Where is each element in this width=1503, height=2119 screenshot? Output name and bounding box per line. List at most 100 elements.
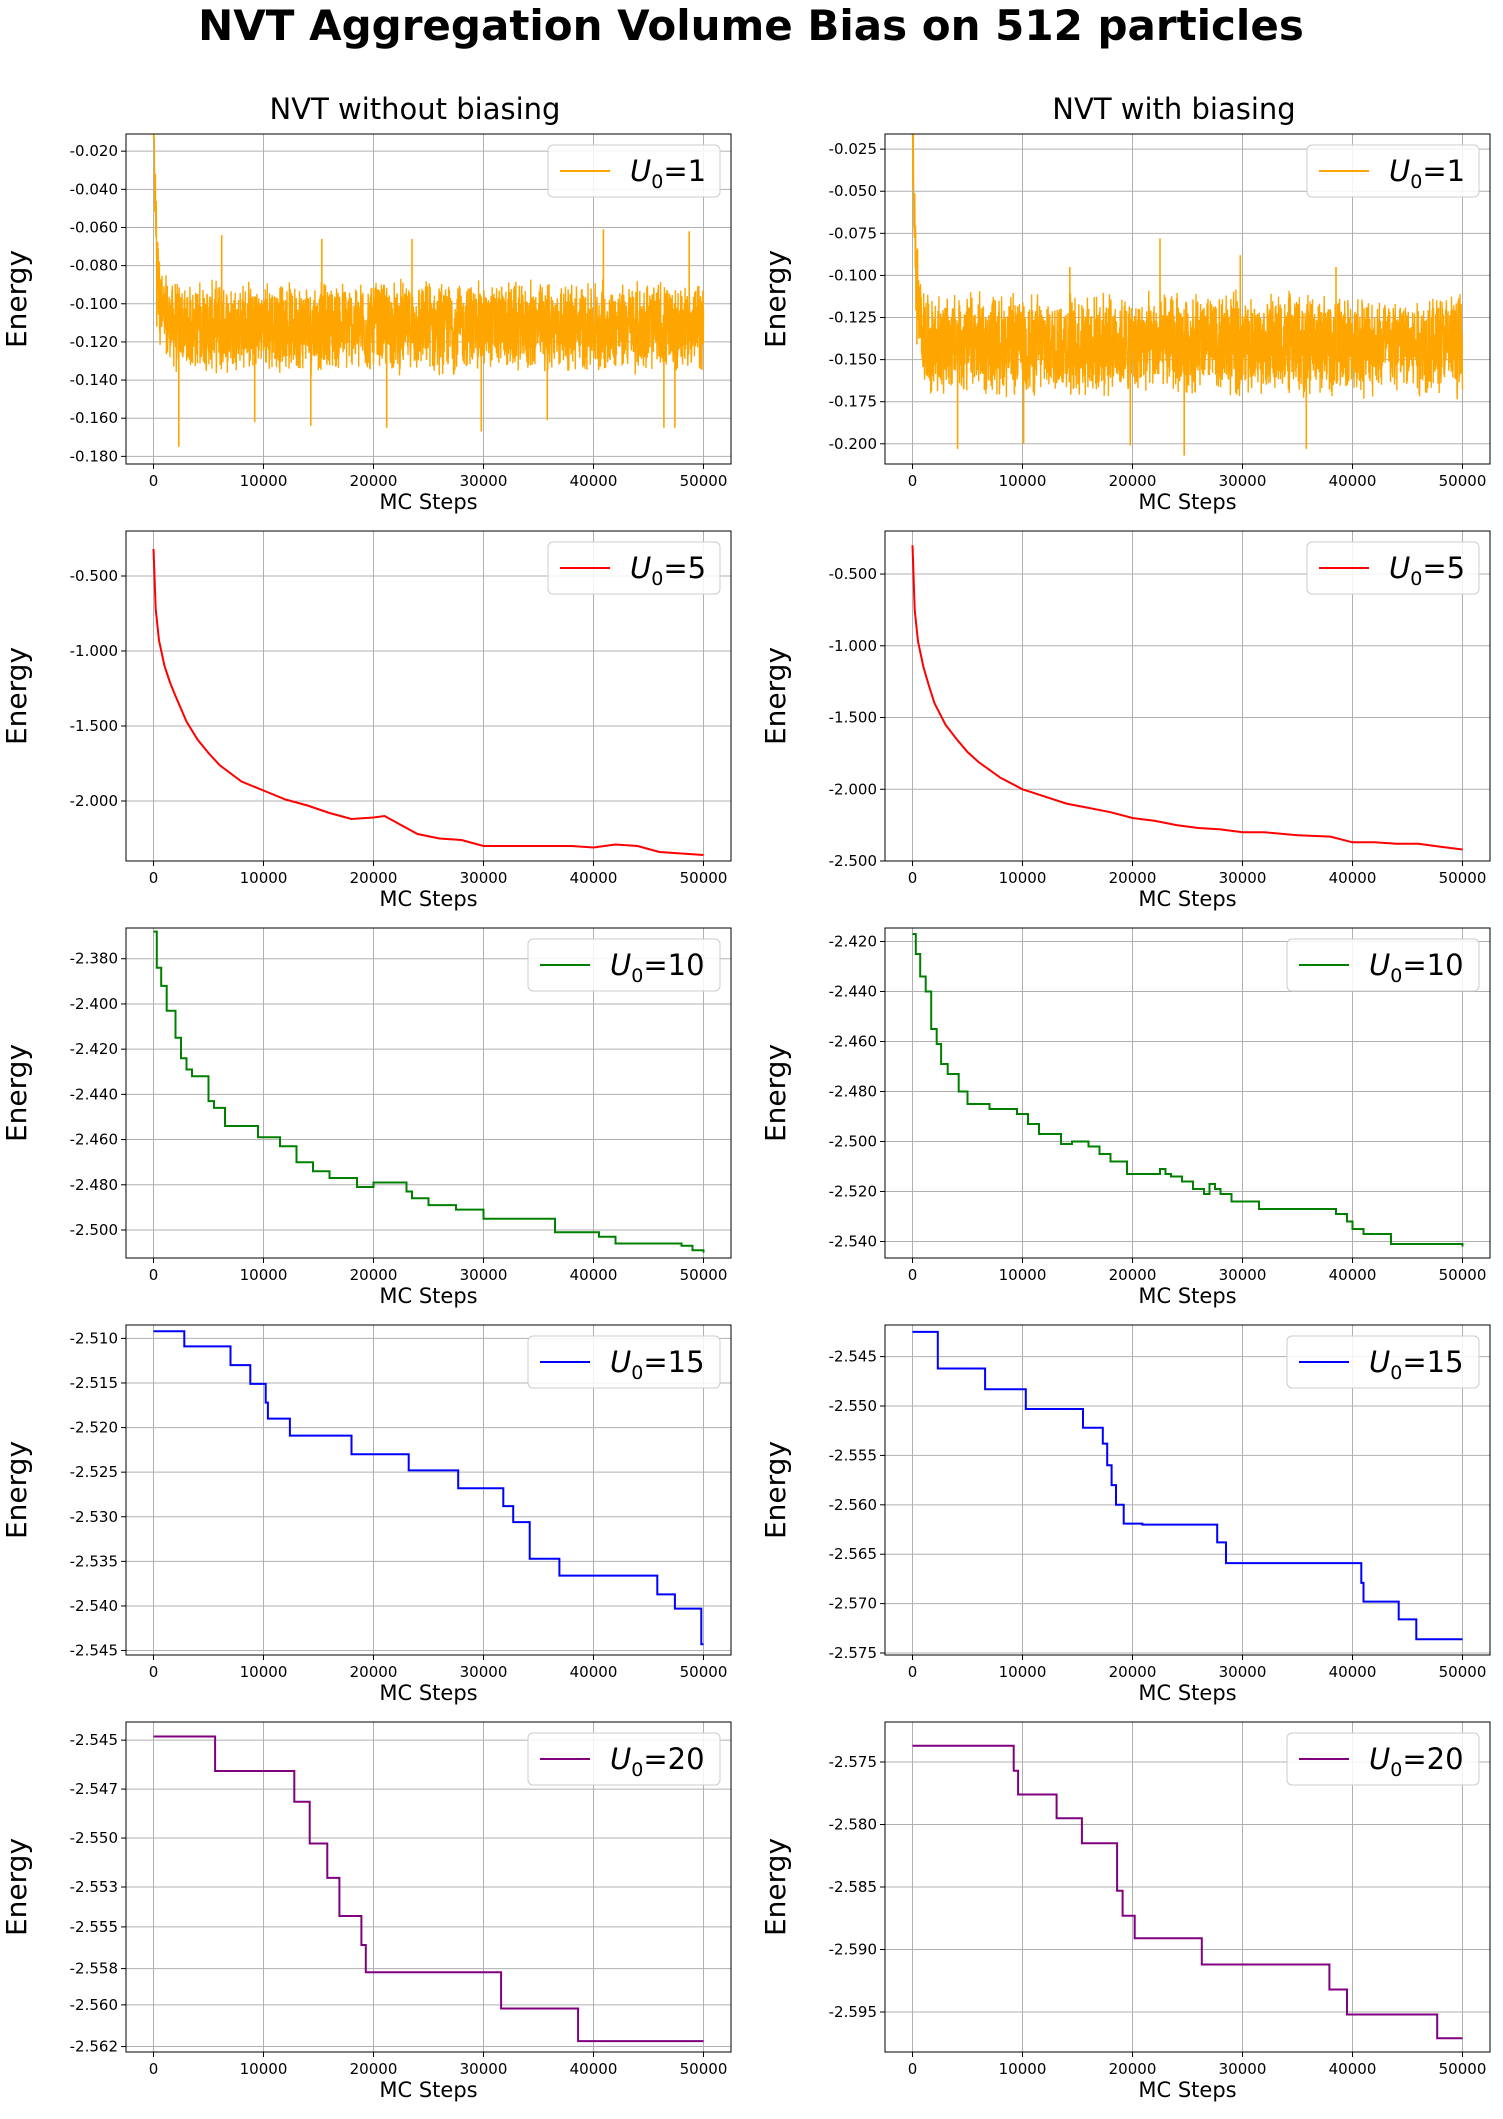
series-line: [152, 134, 705, 376]
legend: U0=10: [1286, 938, 1480, 992]
y-tick-label: -0.125: [829, 309, 877, 327]
series-line: [911, 545, 1463, 851]
x-tick-label: 50000: [680, 1663, 728, 1681]
x-tick-label: 30000: [460, 1266, 508, 1284]
y-axis-label: Energy: [759, 647, 792, 745]
x-tick-label: 40000: [1329, 1266, 1377, 1284]
x-tick-label: 10000: [240, 2060, 288, 2078]
axes-frame: [884, 1324, 1491, 1656]
x-axis-label: MC Steps: [379, 887, 477, 911]
x-tick-label: 40000: [570, 472, 618, 490]
x-tick-label: 50000: [1439, 869, 1487, 887]
x-tick-label: 20000: [1109, 1663, 1157, 1681]
y-tick-label: -2.535: [70, 1552, 118, 1570]
legend-label: U0=15: [1369, 1345, 1464, 1384]
y-tick-label: -0.160: [70, 409, 118, 427]
x-tick-label: 10000: [999, 869, 1047, 887]
x-tick-label: 50000: [1439, 1663, 1487, 1681]
axes-frame: [884, 530, 1491, 862]
legend-label: U0=15: [610, 1345, 705, 1384]
y-tick-label: -2.553: [70, 1878, 118, 1896]
x-tick-label: 0: [149, 1663, 159, 1681]
y-tick-label: -2.590: [829, 1941, 877, 1959]
axes-frame: [125, 133, 732, 465]
y-tick-label: -0.140: [70, 371, 118, 389]
x-axis-label: MC Steps: [1138, 887, 1236, 911]
y-tick-label: -2.380: [70, 950, 118, 968]
axes-frame: [125, 530, 732, 862]
y-tick-label: -2.575: [829, 1644, 877, 1662]
series-group: [152, 548, 704, 856]
legend-label: U0=20: [610, 1742, 705, 1781]
column-title-right: NVT with biasing: [1052, 92, 1295, 126]
x-tick-label: 20000: [1109, 869, 1157, 887]
x-tick-label: 30000: [1219, 2060, 1267, 2078]
x-tick-label: 40000: [570, 2060, 618, 2078]
y-tick-label: -2.480: [829, 1083, 877, 1101]
y-tick-label: -2.000: [829, 780, 877, 798]
series-group: [912, 1330, 1463, 1641]
y-tick-label: -0.075: [829, 224, 877, 242]
y-tick-label: -1.500: [829, 709, 877, 727]
x-tick-label: 50000: [1439, 2060, 1487, 2078]
x-tick-label: 50000: [1439, 472, 1487, 490]
x-tick-label: 0: [149, 472, 159, 490]
x-tick-label: 0: [149, 1266, 159, 1284]
y-tick-label: -2.575: [829, 1753, 877, 1771]
legend-box: [1306, 144, 1480, 198]
y-axis-label: Energy: [0, 1838, 33, 1936]
x-tick-label: 50000: [680, 472, 728, 490]
x-tick-label: 10000: [999, 1663, 1047, 1681]
x-axis-label: MC Steps: [1138, 490, 1236, 514]
legend-box: [547, 144, 721, 198]
x-tick-label: 20000: [350, 2060, 398, 2078]
y-axis-label: Energy: [0, 647, 33, 745]
x-axis-label: MC Steps: [1138, 1681, 1236, 1705]
legend: U0=1: [1306, 144, 1480, 198]
x-tick-label: 40000: [570, 1266, 618, 1284]
series-group: [912, 1744, 1463, 2040]
x-tick-label: 50000: [680, 869, 728, 887]
y-tick-label: -2.580: [829, 1816, 877, 1834]
x-tick-label: 0: [908, 2060, 918, 2078]
x-tick-label: 0: [149, 2060, 159, 2078]
x-tick-label: 10000: [999, 472, 1047, 490]
series-group: [911, 545, 1463, 851]
y-tick-label: -2.545: [70, 1731, 118, 1749]
y-tick-label: -0.080: [70, 257, 118, 275]
axes-frame: [884, 927, 1491, 1259]
x-tick-label: 40000: [570, 1663, 618, 1681]
axes-frame: [125, 1324, 732, 1656]
y-tick-label: -0.500: [829, 565, 877, 583]
y-axis-label: Energy: [0, 1044, 33, 1142]
axes-frame: [125, 927, 732, 1259]
series-line: [153, 1330, 704, 1646]
y-tick-label: -2.540: [70, 1597, 118, 1615]
y-tick-label: -2.000: [70, 792, 118, 810]
y-axis-label: Energy: [759, 250, 792, 348]
legend: U0=5: [547, 541, 721, 595]
subplot-grid: 0 10000 20000 30000 40000 50000 -0.180 -0.160 -0…: [0, 133, 1491, 2102]
y-tick-label: -2.565: [829, 1545, 877, 1563]
x-tick-label: 40000: [570, 869, 618, 887]
series-group: [153, 930, 705, 1253]
x-tick-label: 0: [908, 1663, 918, 1681]
x-tick-label: 20000: [350, 472, 398, 490]
x-tick-label: 10000: [240, 1266, 288, 1284]
x-tick-label: 40000: [1329, 2060, 1377, 2078]
y-tick-label: -0.100: [829, 266, 877, 284]
series-group: [152, 134, 705, 447]
legend-box: [1286, 938, 1480, 992]
subplot-4-0: 0 10000 20000 30000 40000 50000 -2.562 -2.560 -2…: [0, 1721, 732, 2102]
series-line: [152, 548, 704, 856]
x-tick-label: 40000: [1329, 1663, 1377, 1681]
axes-frame: [884, 133, 1491, 465]
x-tick-label: 40000: [1329, 869, 1377, 887]
y-tick-label: -1.500: [70, 717, 118, 735]
x-tick-label: 0: [908, 1266, 918, 1284]
legend: U0=15: [527, 1335, 721, 1389]
y-tick-label: -2.440: [70, 1085, 118, 1103]
x-tick-label: 0: [149, 869, 159, 887]
subplot-3-1: 0 10000 20000 30000 40000 50000 -2.575 -2.570 -2…: [759, 1324, 1491, 1705]
